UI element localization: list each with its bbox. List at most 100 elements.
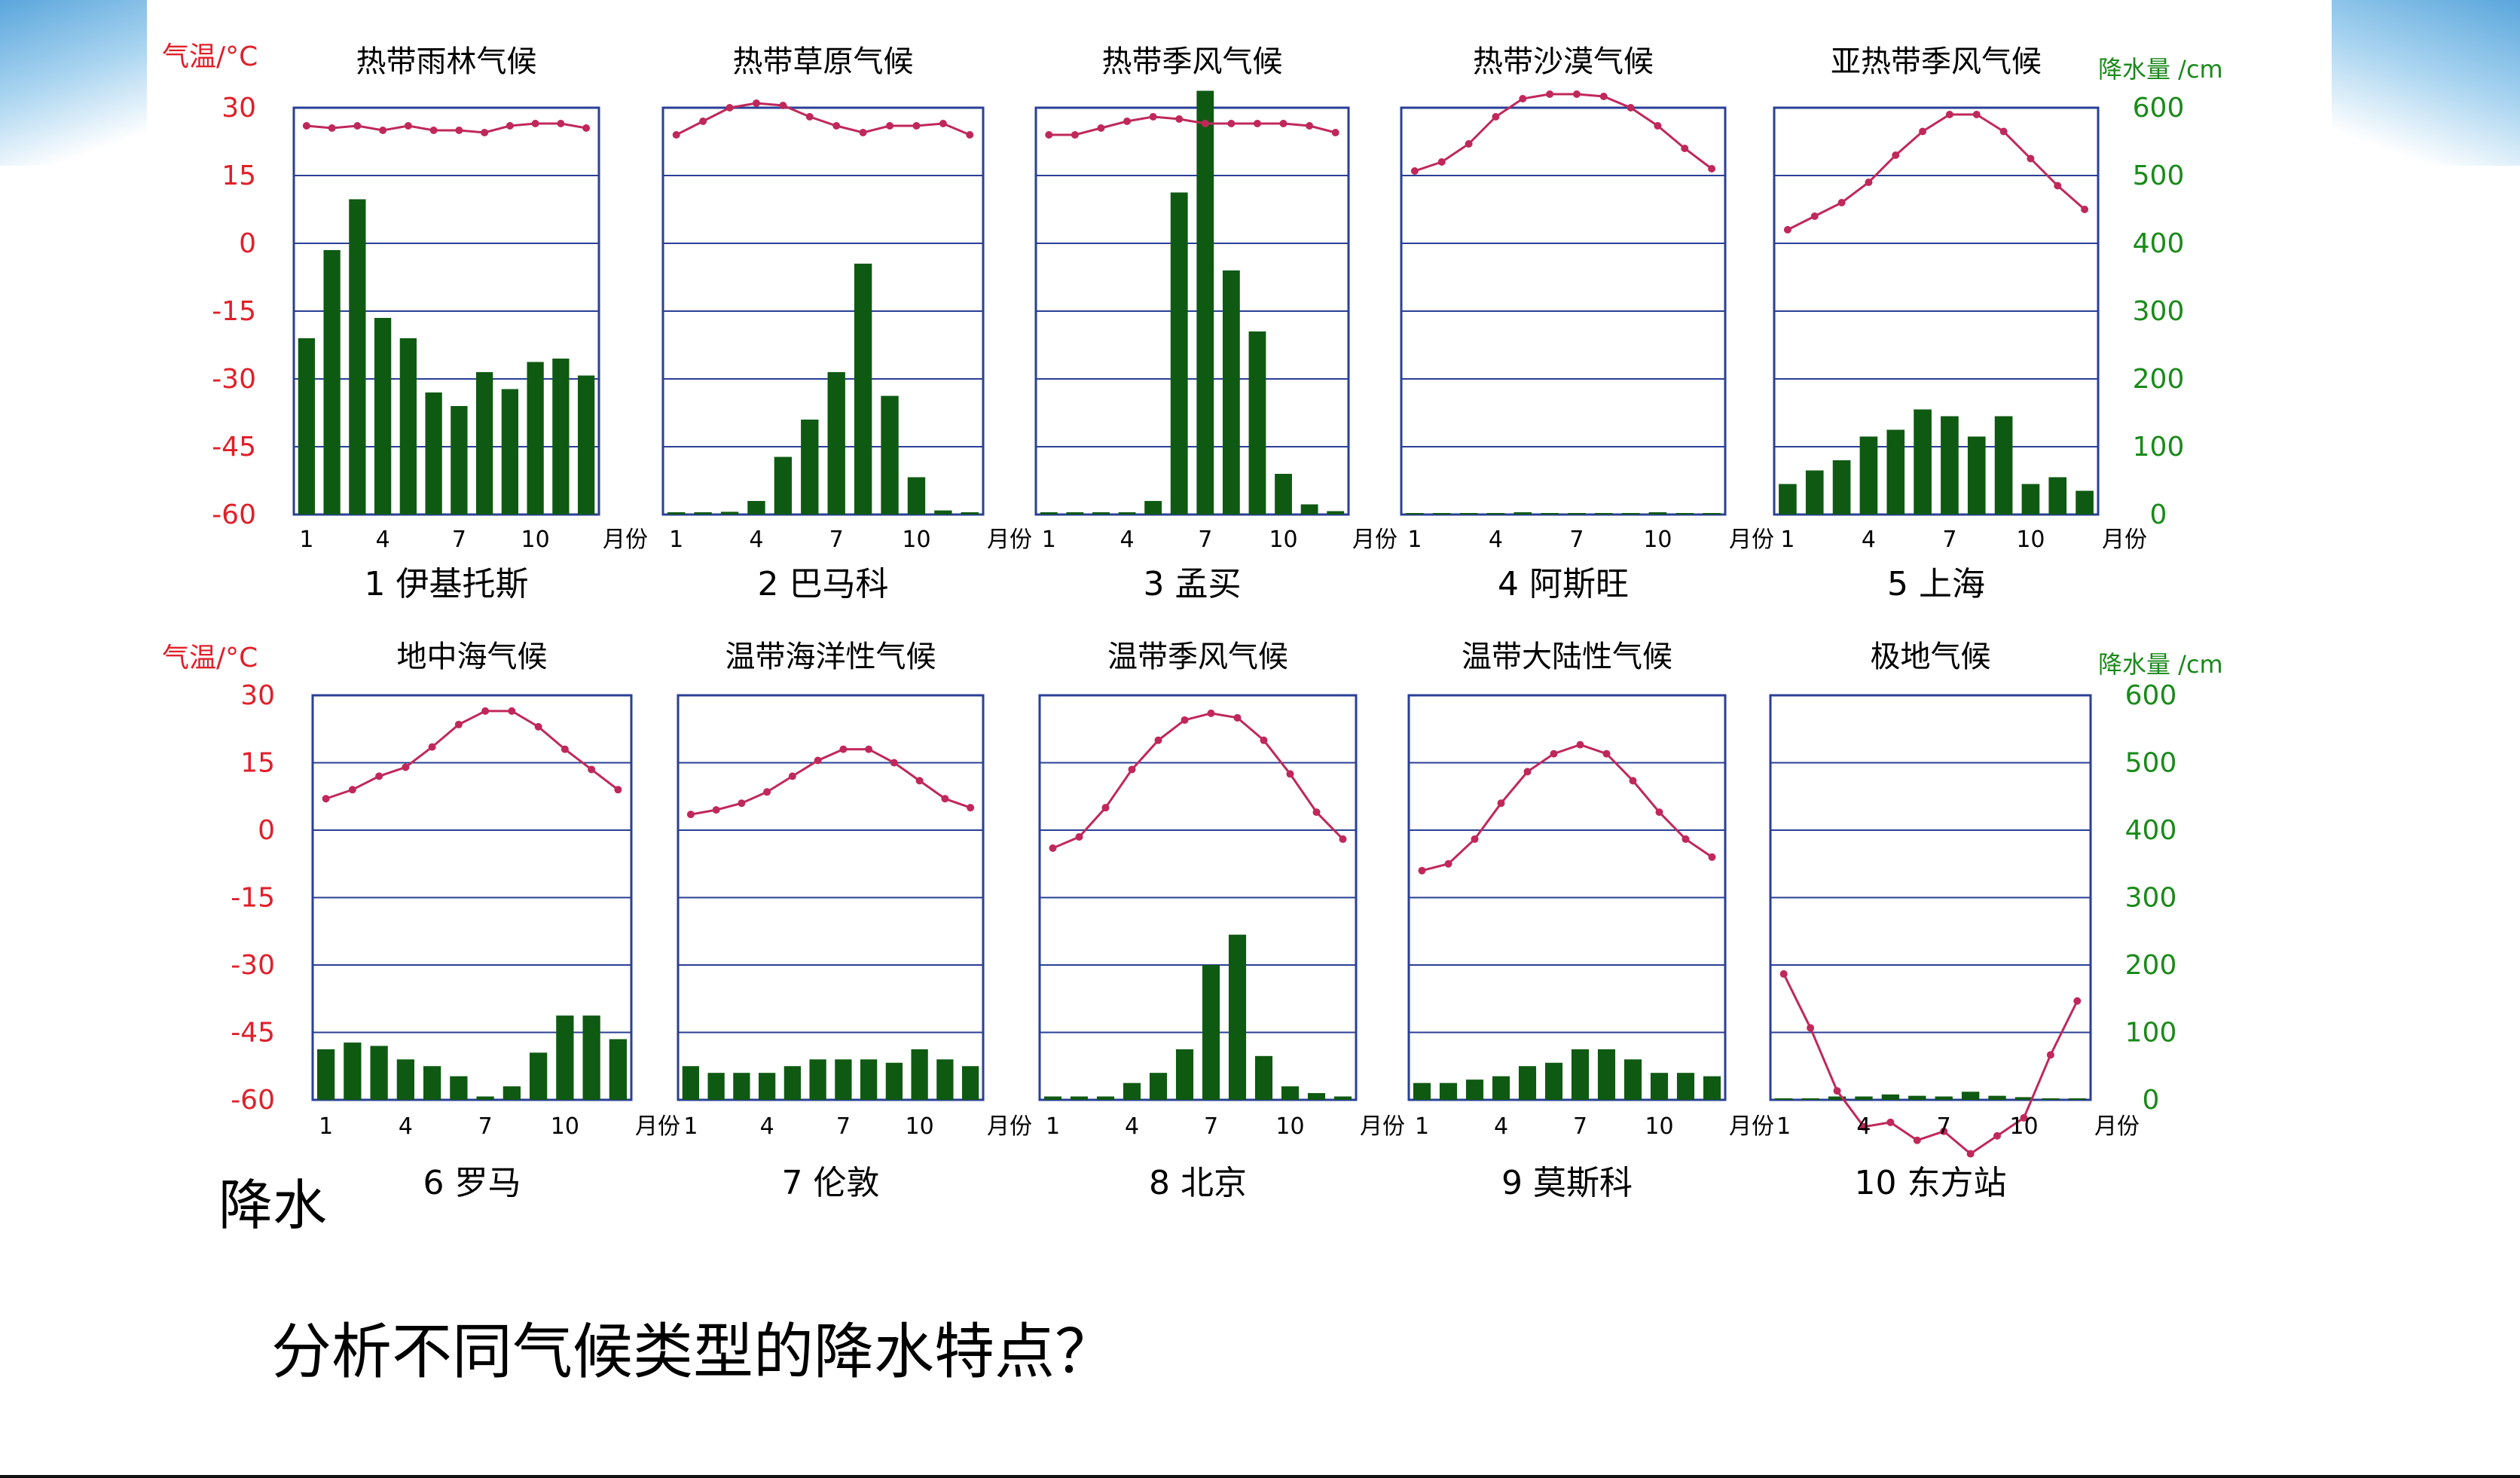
temperature-point [832,122,841,130]
precipitation-bar [556,1015,574,1100]
temperature-point [941,795,949,803]
temperature-point [763,788,771,796]
precipitation-axis-title: 降水量 /cm [2098,55,2223,84]
month-tick-label: 4 [749,527,763,553]
precipitation-bar [835,1059,852,1100]
climate-type-title: 地中海气候 [397,640,548,674]
month-tick-label: 4 [399,1113,413,1140]
temperature-line [690,748,971,816]
precipitation-bar [881,395,899,515]
temperature-point [712,806,720,814]
temperature-point [1602,750,1611,758]
station-label: 8 北京 [1149,1164,1247,1202]
precipitation-bar [774,457,793,515]
temperature-point [1519,95,1527,102]
climate-charts: 气温/°C 降水量 /cm 气温/°C 降水量 /cm 热带雨林气候 1 伊基托斯 1 4 7 1… [162,41,2223,1237]
month-tick-label: 1 [1776,1113,1791,1140]
temperature-point [1071,131,1079,139]
precipitation-bar [809,1059,826,1100]
temperature-point [1253,120,1261,127]
month-tick-label: 10 [2009,1113,2038,1140]
precipitation-bar [349,199,366,515]
station-label: 9 莫斯科 [1501,1164,1633,1202]
month-tick-label: 1 [1046,1113,1060,1140]
month-unit-label: 月份 [987,1113,1032,1140]
temperature-point [1993,1131,2002,1140]
temperature-point [2046,1051,2054,1059]
precipitation-bar [582,1015,600,1100]
precipitation-bar [1908,1095,1926,1100]
temperature-line [325,710,619,800]
precipitation-bar [1805,470,1824,515]
temperature-line [1414,93,1712,173]
temperature-point [322,795,330,803]
precipitation-bar [1568,513,1586,515]
precipitation-bar [961,1066,979,1100]
precipitation-bar [1070,1096,1089,1100]
temperature-tick-label: -15 [212,296,256,327]
climate-type-title: 热带草原气候 [733,44,914,79]
temperature-point [1437,158,1446,166]
month-tick-label: 4 [1494,1113,1508,1140]
temperature-tick-label: 15 [221,160,256,191]
temperature-point [738,799,746,808]
temperature-point [1492,113,1500,121]
precipitation-bar [854,264,872,515]
temperature-point [1779,970,1788,978]
temperature-point [582,124,591,132]
month-unit-label: 月份 [987,527,1032,553]
month-unit-label: 月份 [2102,527,2147,553]
precipitation-bar [1406,513,1424,515]
precipitation-bar [1594,513,1613,515]
station-label: 6 罗马 [423,1164,521,1202]
precipitation-bar [827,372,845,515]
station-label: 1 伊基托斯 [365,565,529,603]
precipitation-tick-label: 200 [2133,364,2185,395]
temperature-point [534,722,542,731]
temperature-point [1550,750,1558,758]
precipitation-bar [1118,512,1136,515]
temperature-point [429,127,438,134]
temperature-point [752,99,760,107]
precipitation-bar [552,359,570,515]
temperature-point [1101,804,1110,812]
temperature-point [725,104,734,111]
climate-type-title: 温带大陆性气候 [1462,640,1672,674]
precipitation-bar [1222,270,1240,515]
temperature-point [966,131,974,139]
temperature-point [531,120,539,127]
precipitation-bar [450,1076,468,1100]
month-tick-label: 7 [478,1113,493,1140]
precipitation-bar [609,1039,628,1100]
precipitation-bar [1439,1083,1458,1100]
climate-type-title: 热带季风气候 [1102,44,1283,79]
climate-charts-panel: 气温/°C 降水量 /cm 气温/°C 降水量 /cm 热带雨林气候 1 伊基托斯 1 4 7 1… [147,0,2332,1281]
temperature-point [1886,1118,1895,1126]
climate-type-title: 温带季风气候 [1107,640,1288,674]
month-unit-label: 月份 [1360,1113,1405,1140]
precipitation-bar [475,372,493,515]
month-tick-label: 4 [376,527,390,553]
precipitation-bar [2042,1098,2060,1100]
precipitation-bar [1432,513,1451,515]
precipitation-bar [1597,1049,1616,1100]
temperature-point [788,772,796,780]
precipitation-tick-label: 500 [2133,160,2185,191]
precipitation-bar [1248,331,1266,515]
temperature-point [890,759,898,767]
precipitation-bar [1459,513,1478,515]
month-tick-label: 10 [902,527,930,553]
temperature-point [1279,120,1287,127]
temperature-tick-label: -30 [212,364,256,395]
precipitation-bar [501,389,519,515]
month-tick-label: 4 [1856,1113,1871,1140]
temperature-point [1233,713,1242,722]
precipitation-bar [1518,1066,1537,1100]
precipitation-bar [667,512,686,515]
temperature-point [402,763,410,771]
temperature-point [1312,808,1321,817]
month-unit-label: 月份 [1729,527,1774,553]
month-tick-label: 7 [1573,1113,1587,1140]
temperature-tick-label: -45 [212,432,256,463]
month-tick-label: 7 [836,1113,851,1140]
